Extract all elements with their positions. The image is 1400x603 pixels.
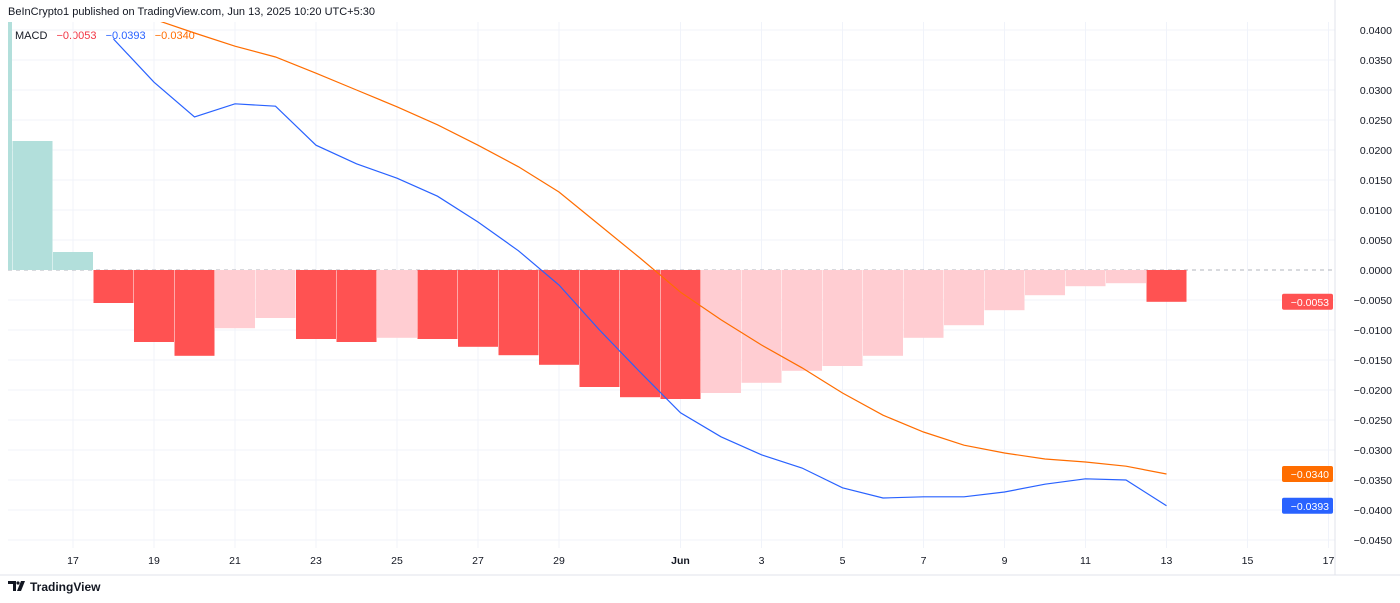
signal-line bbox=[160, 22, 1167, 475]
histogram-bar bbox=[863, 270, 903, 356]
y-tick-label: 0.0050 bbox=[1360, 235, 1392, 247]
histogram-bar bbox=[660, 270, 701, 399]
x-tick-label: 17 bbox=[1323, 555, 1335, 567]
histogram-bar bbox=[12, 141, 53, 270]
histogram-bar bbox=[741, 270, 782, 383]
hist-price-tag-label: −0.0053 bbox=[1291, 297, 1329, 309]
histogram-bar bbox=[1146, 270, 1187, 302]
histogram-bar bbox=[174, 270, 215, 356]
histogram-bar bbox=[1065, 270, 1106, 287]
histogram-bar bbox=[53, 252, 93, 270]
y-tick-label: 0.0300 bbox=[1360, 85, 1392, 97]
x-tick-label: Jun bbox=[671, 555, 690, 567]
y-tick-label: −0.0250 bbox=[1354, 415, 1392, 427]
histogram-bar bbox=[134, 270, 174, 342]
legend-signal-value: −0.0340 bbox=[154, 30, 195, 42]
histogram-bar bbox=[255, 270, 296, 318]
x-tick-label: 25 bbox=[391, 555, 403, 567]
histogram-bar bbox=[498, 270, 539, 356]
signal-price-tag-label: −0.0340 bbox=[1291, 469, 1329, 481]
histogram-bar bbox=[701, 270, 741, 393]
histogram-bar bbox=[417, 270, 458, 339]
tradingview-logo[interactable]: TradingView bbox=[8, 580, 100, 594]
histogram-bar bbox=[8, 22, 12, 270]
y-tick-label: −0.0450 bbox=[1354, 535, 1392, 547]
histogram-bar bbox=[782, 270, 822, 371]
histogram-bar bbox=[336, 270, 377, 342]
y-tick-label: 0.0250 bbox=[1360, 115, 1392, 127]
x-tick-label: 13 bbox=[1161, 555, 1173, 567]
histogram-bar bbox=[903, 270, 944, 338]
x-tick-label: 21 bbox=[229, 555, 241, 567]
histogram-bar bbox=[1025, 270, 1065, 296]
x-tick-label: 29 bbox=[553, 555, 565, 567]
y-tick-label: −0.0150 bbox=[1354, 355, 1392, 367]
x-tick-label: 19 bbox=[148, 555, 160, 567]
y-tick-label: 0.0200 bbox=[1360, 145, 1392, 157]
x-tick-label: 17 bbox=[67, 555, 79, 567]
x-tick-label: 23 bbox=[310, 555, 322, 567]
x-tick-label: 27 bbox=[472, 555, 484, 567]
y-tick-label: −0.0050 bbox=[1354, 295, 1392, 307]
y-tick-label: −0.0100 bbox=[1354, 325, 1392, 337]
tradingview-logo-icon bbox=[8, 581, 25, 591]
legend-macd-value: −0.0393 bbox=[105, 30, 146, 42]
histogram-bar bbox=[93, 270, 134, 303]
y-tick-label: 0.0100 bbox=[1360, 205, 1392, 217]
y-tick-label: −0.0400 bbox=[1354, 505, 1392, 517]
y-tick-label: −0.0300 bbox=[1354, 445, 1392, 457]
histogram-bar bbox=[944, 270, 984, 326]
macd-line bbox=[113, 38, 1167, 507]
x-tick-label: 7 bbox=[921, 555, 927, 567]
signal-price-tag bbox=[1282, 466, 1333, 482]
histogram-bar bbox=[620, 270, 660, 398]
y-tick-label: 0.0400 bbox=[1360, 25, 1392, 37]
macd-price-tag bbox=[1282, 497, 1333, 514]
histogram-bar bbox=[579, 270, 620, 387]
histogram-bar bbox=[296, 270, 336, 339]
histogram-bar bbox=[984, 270, 1025, 311]
histogram-bar bbox=[215, 270, 255, 329]
x-tick-label: 3 bbox=[759, 555, 765, 567]
legend-histogram-value: −0.0053 bbox=[56, 30, 97, 42]
x-tick-label: 15 bbox=[1242, 555, 1254, 567]
histogram-bar bbox=[458, 270, 498, 347]
y-tick-label: 0.0000 bbox=[1360, 265, 1392, 277]
publisher-caption: BeInCrypto1 published on TradingView.com… bbox=[8, 6, 376, 18]
y-tick-label: −0.0350 bbox=[1354, 475, 1392, 487]
indicator-legend: MACD −0.0053 −0.0393 −0.0340 bbox=[15, 30, 201, 42]
y-tick-label: 0.0150 bbox=[1360, 175, 1392, 187]
x-tick-label: 9 bbox=[1002, 555, 1008, 567]
logo-text: TradingView bbox=[30, 580, 101, 594]
y-tick-label: −0.0200 bbox=[1354, 385, 1392, 397]
histogram-bar bbox=[822, 270, 863, 366]
histogram-bar bbox=[1106, 270, 1146, 284]
x-tick-label: 5 bbox=[840, 555, 846, 567]
plot-area bbox=[8, 22, 1335, 507]
indicator-title: MACD bbox=[15, 30, 48, 42]
macd-price-tag-label: −0.0393 bbox=[1291, 501, 1329, 513]
hist-price-tag bbox=[1282, 293, 1333, 310]
x-tick-label: 11 bbox=[1080, 555, 1091, 567]
y-tick-label: 0.0350 bbox=[1360, 55, 1392, 67]
histogram-bar bbox=[377, 270, 417, 338]
